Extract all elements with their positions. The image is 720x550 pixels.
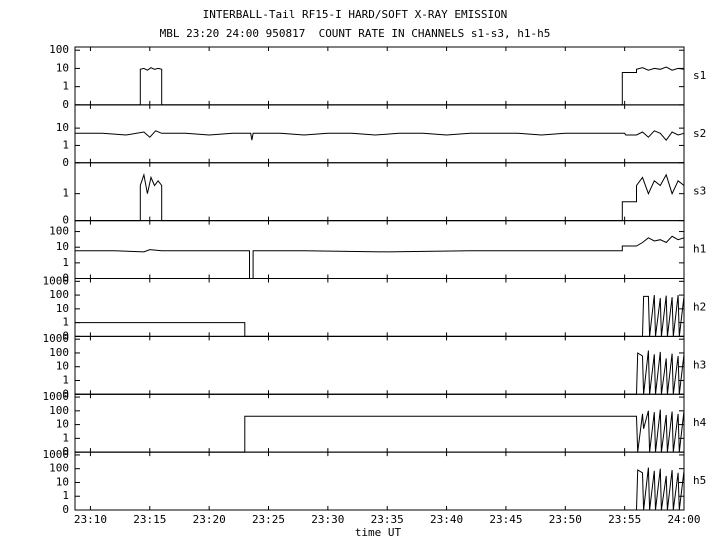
y-tick-label: 10 — [56, 475, 69, 488]
y-tick-label: 10 — [56, 360, 69, 373]
y-tick-label: 0 — [62, 445, 69, 458]
panel-frame — [74, 220, 685, 279]
y-tick-label: 0 — [62, 98, 69, 111]
x-tick-label: 23:30 — [311, 513, 344, 526]
y-tick-label: 100 — [49, 404, 69, 417]
panel-frame — [74, 104, 685, 164]
y-tick-label: 10 — [56, 418, 69, 431]
panel-frame — [74, 335, 685, 395]
y-tick-label: 100 — [49, 462, 69, 475]
panel-label: h4 — [693, 416, 707, 429]
chart-subtitle: MBL 23:20 24:00 950817 COUNT RATE IN CHA… — [160, 27, 551, 40]
y-tick-label: 0 — [62, 329, 69, 342]
y-tick-label: 1 — [62, 431, 69, 444]
data-line — [75, 66, 685, 106]
y-tick-label: 1 — [62, 489, 69, 502]
data-line — [75, 295, 685, 337]
x-axis-label: time UT — [355, 526, 402, 539]
y-tick-label: 1 — [62, 138, 69, 151]
panel-label: h3 — [693, 358, 706, 371]
data-line — [75, 172, 685, 222]
panel-frame — [74, 451, 685, 511]
y-tick-label: 1 — [62, 316, 69, 329]
y-tick-label: 0 — [62, 387, 69, 400]
y-tick-label: 10 — [56, 302, 69, 315]
chart-title: INTERBALL-Tail RF15-I HARD/SOFT X-RAY EM… — [203, 8, 508, 21]
data-line — [75, 409, 685, 453]
x-tick-label: 23:50 — [549, 513, 582, 526]
x-tick-label: 24:00 — [667, 513, 700, 526]
x-tick-label: 23:55 — [608, 513, 641, 526]
panel-label: h5 — [693, 474, 706, 487]
x-tick-label: 23:20 — [193, 513, 226, 526]
y-tick-label: 10 — [56, 240, 69, 253]
panel-label: s2 — [693, 127, 706, 140]
data-line — [75, 235, 685, 279]
panel-label: h1 — [693, 243, 706, 256]
x-tick-label: 23:10 — [74, 513, 107, 526]
x-tick-label: 23:25 — [252, 513, 285, 526]
data-line — [75, 467, 685, 511]
y-tick-label: 0 — [62, 156, 69, 169]
panel-frame — [74, 393, 685, 453]
y-tick-label: 0 — [62, 272, 69, 285]
data-line — [75, 350, 685, 395]
y-tick-label: 1 — [62, 187, 69, 200]
y-tick-label: 100 — [49, 225, 69, 238]
y-tick-label: 100 — [49, 346, 69, 359]
panel-frame — [74, 162, 685, 222]
y-tick-label: 1 — [62, 256, 69, 269]
x-tick-label: 23:45 — [489, 513, 522, 526]
x-tick-label: 23:35 — [371, 513, 404, 526]
y-tick-label: 100 — [49, 288, 69, 301]
x-tick-label: 23:40 — [430, 513, 463, 526]
y-tick-label: 1000 — [43, 390, 70, 403]
panel-frame — [74, 278, 685, 337]
y-tick-label: 10 — [56, 61, 69, 74]
panel-label: s1 — [693, 69, 706, 82]
y-tick-label: 10 — [56, 121, 69, 134]
y-tick-label: 1000 — [43, 448, 70, 461]
data-line — [75, 130, 685, 142]
panel-frame — [74, 46, 685, 106]
y-tick-label: 1000 — [43, 274, 70, 287]
y-tick-label: 1000 — [43, 332, 70, 345]
panel-label: s3 — [693, 185, 706, 198]
y-tick-label: 100 — [49, 43, 69, 56]
x-tick-label: 23:15 — [133, 513, 166, 526]
y-tick-label: 0 — [62, 214, 69, 227]
y-tick-label: 1 — [62, 80, 69, 93]
panel-label: h2 — [693, 300, 706, 313]
y-tick-label: 1 — [62, 373, 69, 386]
y-tick-label: 0 — [62, 503, 69, 516]
